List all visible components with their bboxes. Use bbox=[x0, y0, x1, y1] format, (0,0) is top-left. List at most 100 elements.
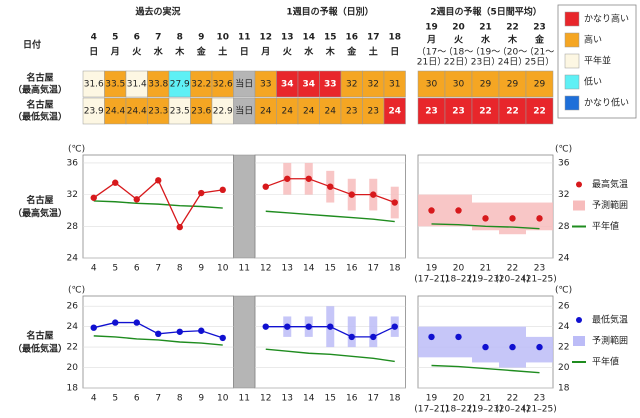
legend-label: 予測範囲 bbox=[592, 335, 628, 347]
cell-value: 24 bbox=[388, 107, 401, 117]
cell-value: 23.5 bbox=[170, 107, 190, 117]
x-tick-label: 7 bbox=[155, 264, 161, 274]
temp-point bbox=[428, 207, 435, 214]
y-tick-label: 28 bbox=[558, 222, 570, 232]
x-tick-note: (17–21) bbox=[414, 275, 448, 285]
cell-value: 22.9 bbox=[213, 107, 233, 117]
cell-value: 23 bbox=[368, 107, 379, 117]
weekday: 日 bbox=[390, 47, 399, 58]
x-tick-note: (21–25) bbox=[522, 275, 556, 285]
cell bbox=[498, 70, 527, 98]
cell bbox=[471, 70, 500, 98]
cell-value: 31.4 bbox=[127, 80, 147, 90]
legend-marker bbox=[573, 336, 585, 346]
normal-line bbox=[431, 364, 540, 374]
weekday: 金 bbox=[196, 46, 207, 58]
cell-value: 32 bbox=[346, 80, 357, 90]
cell-value: 当日 bbox=[235, 105, 253, 117]
day: 19 bbox=[425, 23, 438, 33]
x-tick-note: (19–23) bbox=[468, 275, 502, 285]
weekday: 木 bbox=[325, 46, 336, 58]
legend-marker bbox=[576, 317, 582, 323]
cell bbox=[471, 97, 500, 125]
x-tick-label: 5 bbox=[112, 394, 118, 404]
temp-point bbox=[305, 323, 312, 330]
x-tick-label: 9 bbox=[198, 264, 204, 274]
x-tick-label: 7 bbox=[155, 394, 161, 404]
y-tick-label: 32 bbox=[67, 190, 78, 200]
normal-line bbox=[93, 335, 223, 346]
cell-value: 22 bbox=[533, 107, 546, 117]
legend-label: 予測範囲 bbox=[592, 199, 628, 211]
y-tick-label: 24 bbox=[67, 254, 79, 264]
cell-value: 22 bbox=[506, 107, 519, 117]
cell-value: 24.4 bbox=[105, 107, 125, 117]
x-tick-note: (20–24) bbox=[495, 405, 529, 415]
cell-value: 23.9 bbox=[84, 107, 104, 117]
y-tick-label: 18 bbox=[558, 384, 570, 394]
cell-value: 23 bbox=[425, 107, 438, 117]
day: 22 bbox=[506, 23, 519, 33]
unit: (℃) bbox=[555, 145, 572, 155]
group-header: 2週目の予報（5日間平均） bbox=[430, 6, 542, 18]
today-column bbox=[233, 295, 256, 389]
x-tick-label: 21 bbox=[480, 264, 491, 274]
normal-line bbox=[265, 210, 395, 223]
x-tick-label: 17 bbox=[368, 264, 379, 274]
unit: (℃) bbox=[68, 145, 85, 155]
row-label: （最低気温） bbox=[13, 111, 67, 123]
x-tick-label: 23 bbox=[534, 394, 545, 404]
day: 6 bbox=[134, 33, 140, 43]
x-tick-label: 12 bbox=[260, 394, 271, 404]
x-tick-label: 4 bbox=[91, 394, 97, 404]
y-tick-label: 20 bbox=[558, 363, 570, 373]
x-tick-note: (18–22) bbox=[441, 405, 475, 415]
temp-point bbox=[327, 183, 334, 190]
temp-point bbox=[370, 333, 377, 341]
x-tick-label: 4 bbox=[91, 264, 97, 274]
y-tick-label: 18 bbox=[67, 384, 79, 394]
x-tick-label: 18 bbox=[389, 394, 401, 404]
cell-value: 32.2 bbox=[191, 80, 211, 90]
weekday: 火 bbox=[283, 47, 293, 58]
x-tick-label: 5 bbox=[112, 264, 118, 274]
cell-value: 23 bbox=[452, 107, 465, 117]
weekday: 火 bbox=[132, 47, 142, 58]
temp-point bbox=[176, 328, 183, 335]
x-tick-note: (19–23) bbox=[468, 405, 502, 415]
y-tick-label: 24 bbox=[67, 322, 79, 332]
day: 14 bbox=[302, 33, 315, 43]
cell bbox=[498, 97, 527, 125]
cell-value: 29 bbox=[507, 80, 519, 90]
weekday: 金 bbox=[346, 46, 357, 58]
temp-point bbox=[305, 175, 312, 182]
cell-value: 29 bbox=[534, 80, 546, 90]
temp-point bbox=[509, 215, 516, 222]
cell-value: 24 bbox=[325, 107, 337, 117]
weekday: 水 bbox=[304, 46, 314, 58]
temp-point bbox=[90, 324, 97, 331]
x-tick-label: 11 bbox=[239, 394, 250, 404]
x-tick-label: 13 bbox=[282, 394, 293, 404]
legend-marker bbox=[573, 200, 585, 211]
weekday: 火 bbox=[454, 35, 464, 46]
x-tick-label: 6 bbox=[134, 264, 140, 274]
cell bbox=[383, 97, 406, 125]
legend-label: 平年並 bbox=[584, 55, 611, 67]
weekday: 土 bbox=[218, 46, 227, 58]
cell-value: 23.6 bbox=[191, 107, 211, 117]
chart-label: （最低気温） bbox=[13, 343, 67, 355]
day: 4 bbox=[91, 33, 97, 43]
y-tick-label: 20 bbox=[67, 363, 79, 373]
period: （18～ bbox=[444, 47, 473, 58]
day: 5 bbox=[112, 33, 118, 43]
x-tick-label: 16 bbox=[346, 394, 358, 404]
weekday: 木 bbox=[174, 46, 185, 58]
cell-value: 31 bbox=[389, 80, 400, 90]
weekday: 日 bbox=[89, 47, 98, 58]
x-tick-label: 14 bbox=[303, 264, 315, 274]
legend-swatch bbox=[564, 95, 580, 111]
day: 9 bbox=[198, 33, 204, 43]
y-tick-label: 36 bbox=[67, 158, 79, 168]
